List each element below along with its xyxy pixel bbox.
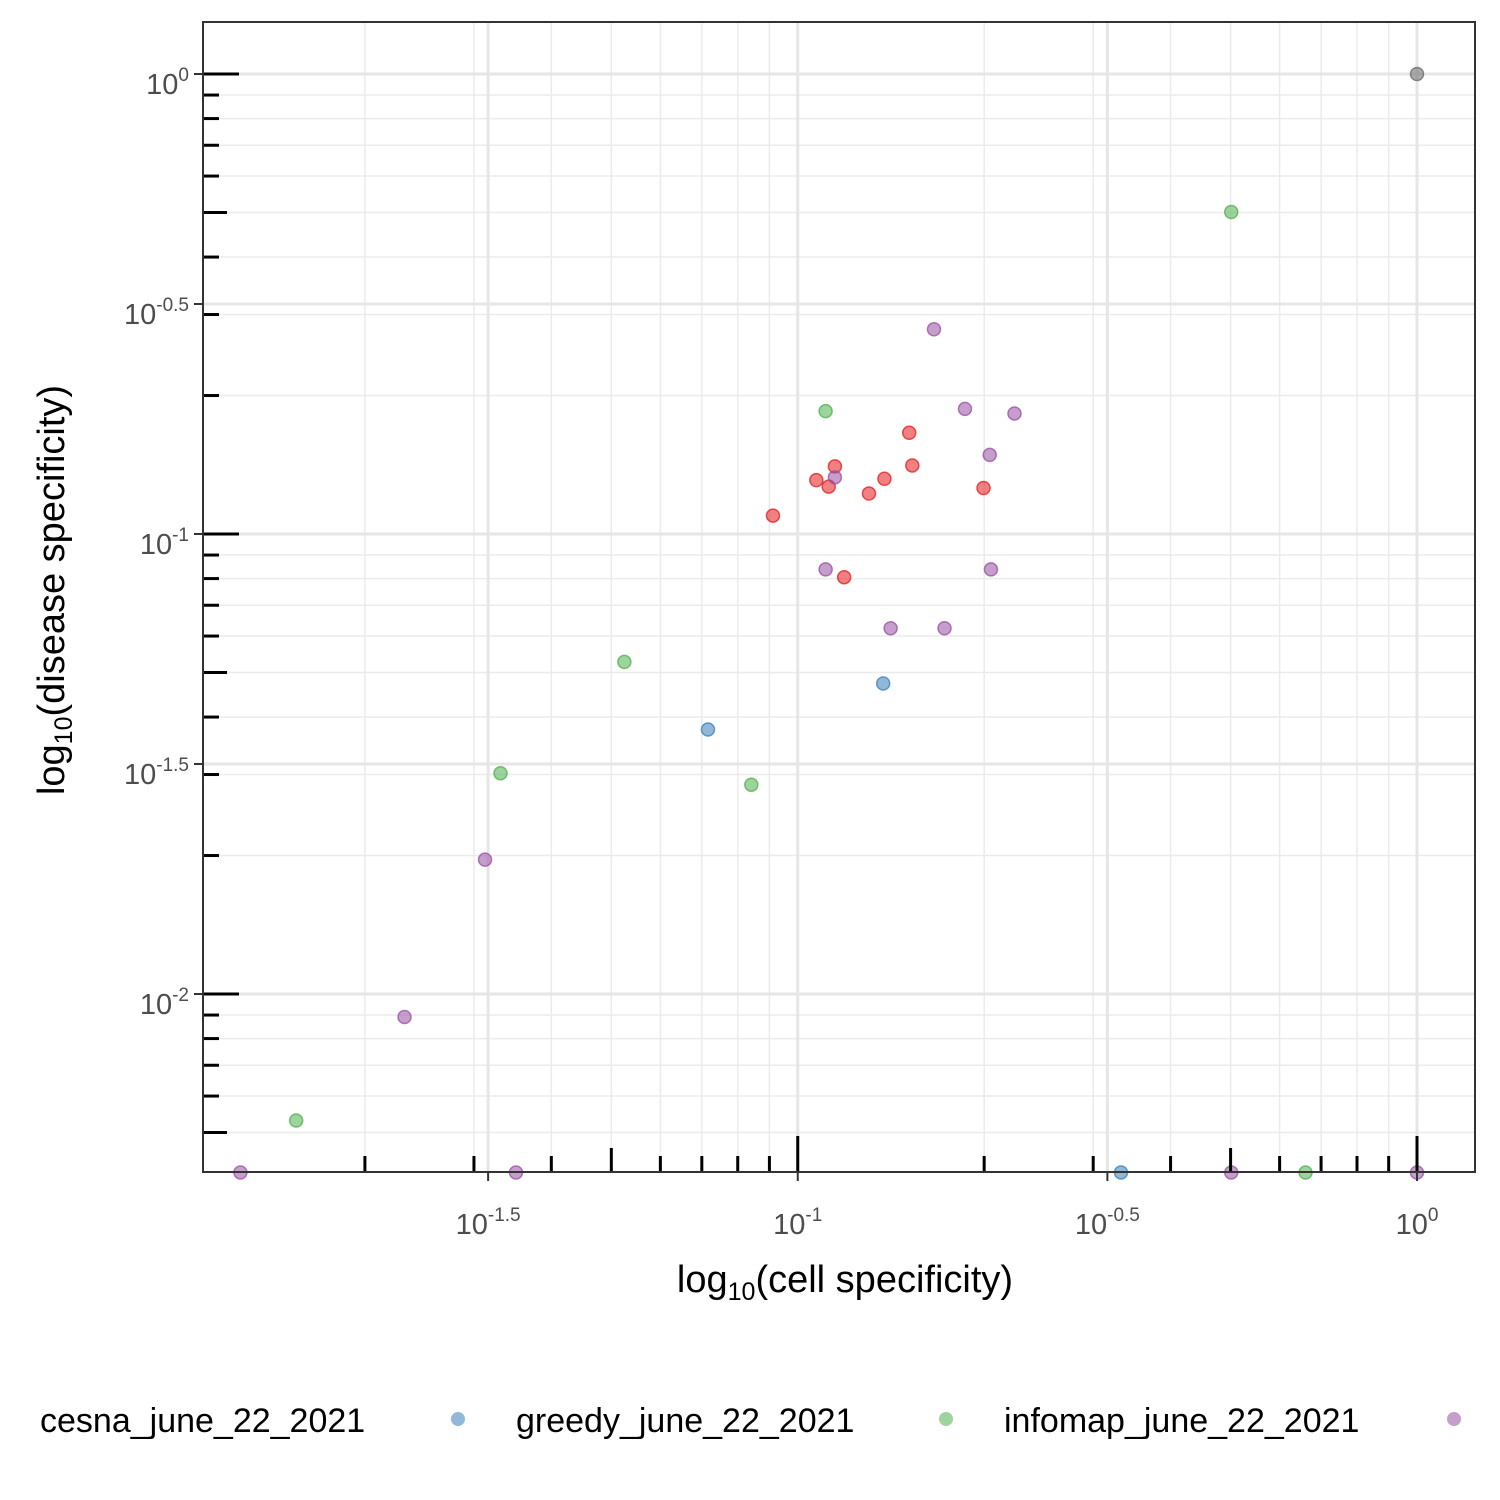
- data-point: [926, 322, 942, 337]
- data-point: [1007, 406, 1022, 421]
- data-point: [1409, 66, 1425, 82]
- legend-key-infomap: [939, 1412, 953, 1426]
- data-point: [976, 480, 991, 496]
- y-tick-label: 10-1.5: [124, 755, 189, 791]
- data-point: [901, 425, 917, 441]
- legend-key-next: [1447, 1412, 1461, 1426]
- x-axis-ticks: 10-1.5 10-1 10-0.5 100: [456, 1172, 1439, 1241]
- y-axis-title: log10(disease specificity): [31, 385, 78, 795]
- data-point: [818, 403, 833, 419]
- data-point: [875, 676, 891, 691]
- legend-key-greedy: [451, 1412, 465, 1426]
- data-point: [744, 777, 759, 792]
- data-point: [765, 508, 781, 523]
- data-point: [818, 562, 833, 577]
- data-point: [883, 621, 898, 636]
- y-tick-label: 100: [146, 65, 189, 101]
- x-tick-label: 10-1: [773, 1205, 822, 1241]
- legend-label-infomap: infomap_june_22_2021: [1004, 1402, 1359, 1440]
- legend-label-greedy: greedy_june_22_2021: [516, 1402, 854, 1440]
- x-tick-label: 10-0.5: [1075, 1205, 1140, 1241]
- y-axis-ticks: 100 10-0.5 10-1 10-1.5 10-2: [124, 65, 203, 1021]
- plot-panel-border: [202, 21, 1476, 1173]
- y-tick-label: 10-1: [140, 525, 189, 561]
- data-point: [809, 472, 824, 488]
- data-point: [477, 852, 493, 867]
- data-point: [700, 722, 716, 737]
- data-point: [617, 654, 632, 670]
- data-point: [836, 569, 852, 585]
- data-point: [957, 401, 973, 417]
- data-point: [877, 471, 892, 487]
- data-point: [982, 447, 997, 463]
- data-point: [983, 562, 999, 577]
- x-axis-title: log10(cell specificity): [677, 1259, 1013, 1306]
- data-point: [288, 1113, 304, 1128]
- legend-label-cesna: cesna_june_22_2021: [40, 1402, 365, 1440]
- data-point: [397, 1009, 412, 1025]
- legend: cesna_june_22_2021 greedy_june_22_2021 i…: [40, 1402, 1461, 1440]
- data-point: [937, 621, 952, 636]
- x-tick-label: 100: [1396, 1205, 1439, 1241]
- major-grid: [203, 22, 1475, 1172]
- axis-rug-ticks: [203, 72, 1419, 1172]
- y-tick-label: 10-0.5: [124, 295, 189, 331]
- y-tick-label: 10-2: [140, 985, 189, 1021]
- data-points: [233, 66, 1425, 1180]
- data-point: [827, 470, 843, 485]
- data-point: [861, 486, 877, 501]
- x-tick-label: 10-1.5: [456, 1205, 521, 1241]
- data-point: [1223, 204, 1239, 220]
- data-point: [493, 765, 508, 781]
- data-point: [905, 458, 920, 473]
